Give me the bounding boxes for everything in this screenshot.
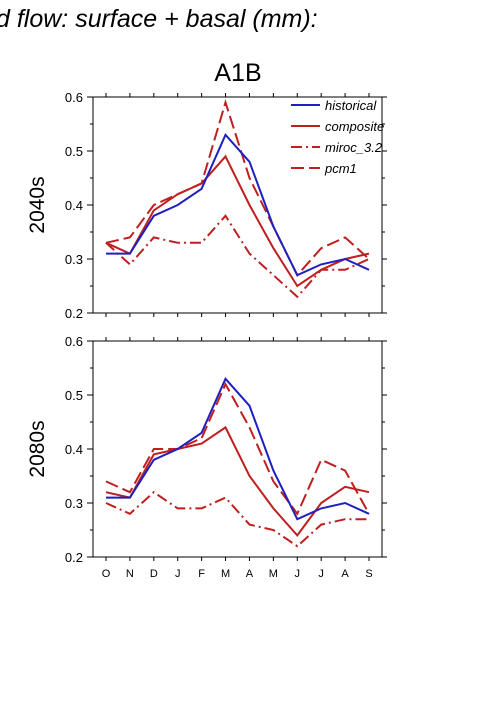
y-tick-label: 0.5 xyxy=(65,388,83,403)
x-tick-label: J xyxy=(318,568,324,580)
series-line-miroc-3-2 xyxy=(105,214,370,299)
y-tick-label: 0.4 xyxy=(65,198,83,213)
series-line-historical xyxy=(106,376,370,521)
x-tick-label: J xyxy=(175,568,181,580)
y-tick-label: 0.2 xyxy=(65,306,83,321)
y-tick-label: 0.3 xyxy=(65,252,83,267)
y-tick-label: 0.6 xyxy=(65,334,83,349)
legend-label-miroc-3-2: miroc_3.2 xyxy=(325,140,383,155)
x-tick-label: D xyxy=(150,568,158,580)
x-tick-label: N xyxy=(126,568,134,580)
legend: historical composite miroc_3.2 pcm1 xyxy=(291,98,384,176)
x-tick-label: S xyxy=(365,568,372,580)
series-line-miroc-3-2 xyxy=(105,490,369,548)
series-line-composite xyxy=(105,425,370,537)
x-tick-label: A xyxy=(246,568,254,580)
plot-frame xyxy=(92,340,383,558)
figure-title: d flow: surface + basal (mm): xyxy=(0,5,318,33)
x-tick-label: O xyxy=(102,568,111,580)
panel-label: 2080s xyxy=(26,420,49,477)
chart-panels: 0.2 0.3 0.4 0.5 0.6 2040s historical composite m… xyxy=(26,90,387,580)
scenario-title: A1B xyxy=(214,59,261,87)
x-tick-label: F xyxy=(198,568,205,580)
x-tick-label: A xyxy=(341,568,349,580)
series-line-pcm1 xyxy=(105,381,370,516)
x-tick-label: M xyxy=(269,568,278,580)
legend-label-historical: historical xyxy=(325,98,377,113)
chart-panel-2080s: 0.2 0.3 0.4 0.5 0.6 O N D J F M A M J J A S 2080s xyxy=(26,334,387,580)
legend-label-pcm1: pcm1 xyxy=(324,161,357,176)
y-tick-label: 0.4 xyxy=(65,442,83,457)
series-line-historical xyxy=(106,132,370,277)
panel-label: 2040s xyxy=(26,176,49,233)
chart-panel-2040s: 0.2 0.3 0.4 0.5 0.6 2040s historical composite m… xyxy=(26,90,387,321)
series-line-pcm1 xyxy=(105,98,370,277)
y-tick-label: 0.6 xyxy=(65,90,83,105)
y-tick-label: 0.3 xyxy=(65,496,83,511)
y-tick-label: 0.2 xyxy=(65,550,83,565)
legend-label-composite: composite xyxy=(325,119,384,134)
y-tick-label: 0.5 xyxy=(65,144,83,159)
series-line-composite xyxy=(105,154,370,288)
x-tick-label: J xyxy=(295,568,301,580)
x-tick-label: M xyxy=(221,568,230,580)
